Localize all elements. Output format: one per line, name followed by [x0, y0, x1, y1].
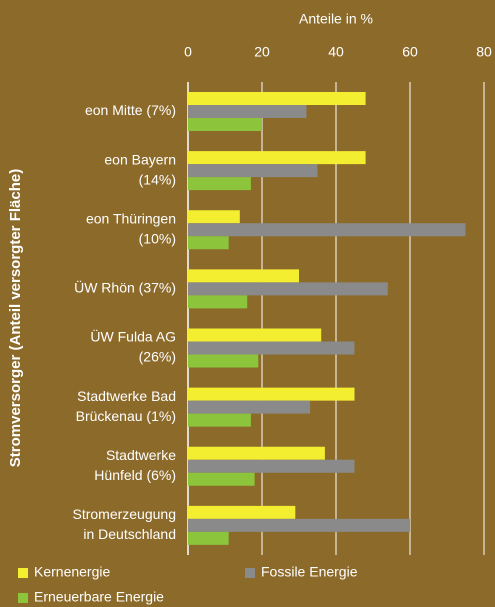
bar: [188, 413, 251, 427]
bar: [188, 210, 240, 224]
bar: [188, 92, 366, 105]
bar: [188, 295, 248, 309]
bar: [188, 282, 388, 296]
x-tick-label: 0: [184, 44, 192, 60]
bar: [188, 223, 466, 237]
x-tick-label: 40: [328, 44, 344, 60]
bar: [188, 446, 325, 460]
bar: [188, 387, 355, 401]
legend-swatch: [18, 568, 28, 578]
bar: [188, 151, 366, 165]
bar: [188, 341, 355, 355]
legend-label: Fossile Energie: [261, 564, 358, 580]
y-tick-label: Hünfeld (6%): [94, 467, 176, 483]
y-tick-label: Stadtwerke Bad: [77, 388, 176, 404]
y-tick-label: (14%): [139, 171, 176, 187]
x-tick-label: 60: [402, 44, 418, 60]
legend-label: Kernenergie: [34, 564, 110, 580]
y-tick-label: (10%): [139, 230, 176, 246]
y-tick-label: Stadtwerke: [106, 447, 176, 463]
y-tick-label: eon Bayern: [104, 151, 176, 167]
legend-label: Erneuerbare Energie: [34, 589, 164, 605]
y-tick-label: ÜW Rhön (37%): [74, 279, 176, 296]
bar: [188, 177, 251, 191]
x-tick-label: 80: [476, 44, 492, 60]
y-tick-label: Stromerzeugung: [72, 506, 176, 522]
bar: [188, 118, 262, 131]
y-tick-label: in Deutschland: [83, 526, 176, 542]
bar: [188, 354, 259, 368]
x-axis-title: Anteile in %: [299, 11, 373, 27]
bar: [188, 518, 410, 532]
y-tick-label: Brückenau (1%): [76, 408, 176, 424]
bar: [188, 105, 307, 118]
y-tick-label: eon Mitte (7%): [85, 102, 176, 118]
bar: [188, 472, 255, 486]
bar: [188, 328, 322, 342]
x-tick-label: 20: [254, 44, 270, 60]
y-tick-label: (26%): [139, 349, 176, 365]
bar: [188, 400, 311, 414]
bar: [188, 459, 355, 473]
bar: [188, 236, 229, 250]
legend-swatch: [245, 568, 255, 578]
bar: [188, 164, 318, 178]
y-tick-label: eon Thüringen: [86, 210, 176, 226]
legend-swatch: [18, 593, 28, 603]
y-tick-label: ÜW Fulda AG: [90, 328, 176, 345]
bar: [188, 505, 296, 519]
y-axis-title: Stromversorger (Anteil versorgter Fläche…: [7, 169, 24, 467]
bar: [188, 269, 299, 283]
bar: [188, 531, 229, 545]
